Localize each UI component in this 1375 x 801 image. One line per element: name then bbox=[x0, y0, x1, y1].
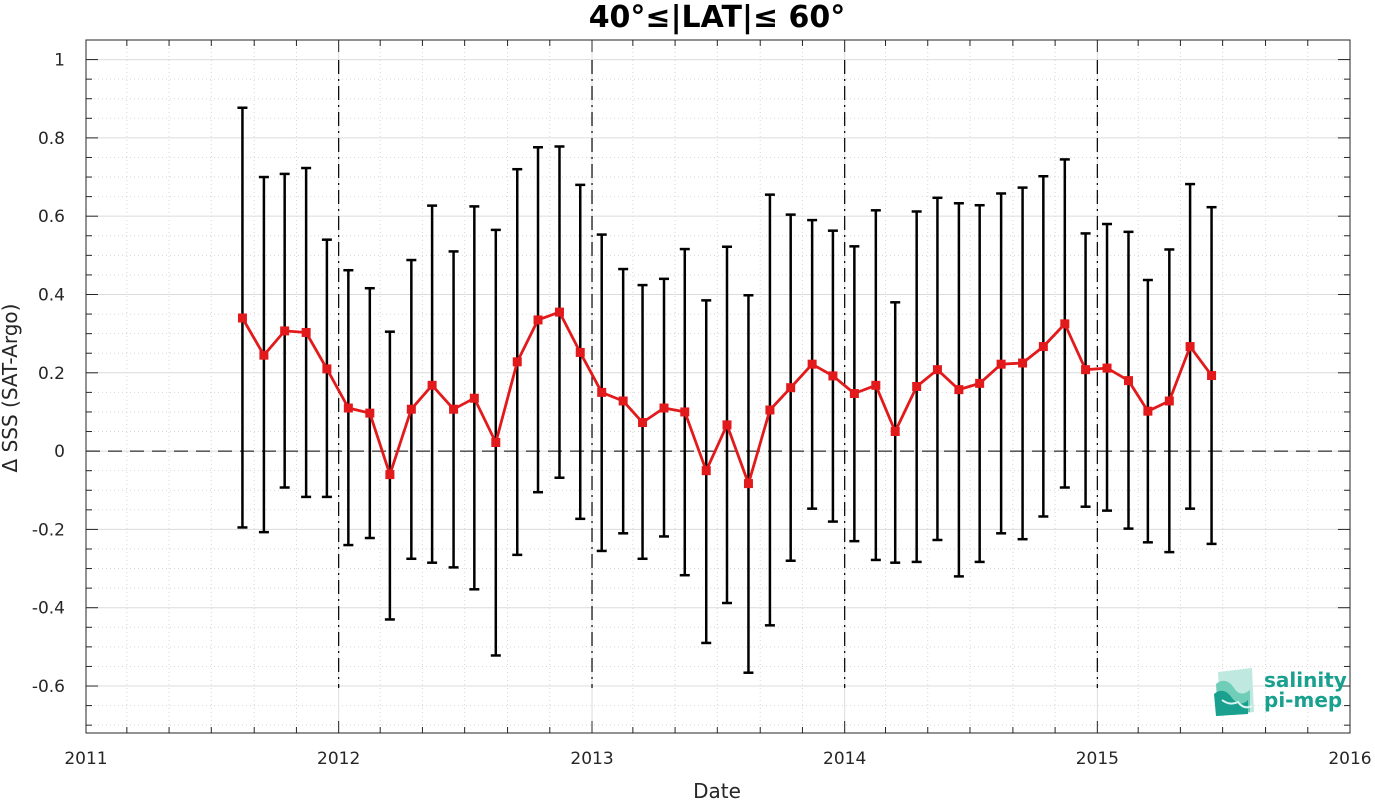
data-point-marker bbox=[406, 404, 416, 414]
y-tick-label: 1 bbox=[54, 51, 65, 71]
data-point-marker bbox=[280, 326, 290, 336]
data-point-marker bbox=[722, 420, 732, 430]
data-point-marker bbox=[512, 357, 522, 367]
data-point-marker bbox=[912, 382, 922, 391]
y-tick-labels: 1 0.8 0.6 0.4 0.2 0 -0.2 -0.4 -0.6 bbox=[32, 51, 65, 697]
y-tick-label: 0.6 bbox=[38, 207, 65, 227]
series-markers bbox=[237, 307, 1217, 489]
salinity-pimep-logo: salinity pi-mep bbox=[1214, 668, 1347, 716]
data-point-marker bbox=[427, 380, 437, 390]
minor-grid bbox=[86, 39, 1350, 733]
data-point-marker bbox=[1018, 358, 1028, 368]
data-point-marker bbox=[765, 405, 775, 415]
data-point-marker bbox=[849, 389, 859, 399]
data-point-marker bbox=[1123, 376, 1133, 386]
data-point-marker bbox=[1102, 363, 1112, 373]
x-tick-label: 2016 bbox=[1328, 749, 1371, 769]
data-point-marker bbox=[343, 403, 353, 413]
y-tick-label: 0.2 bbox=[38, 364, 65, 384]
data-point-marker bbox=[1081, 365, 1091, 375]
data-point-marker bbox=[828, 371, 838, 381]
y-tick-label: 0.8 bbox=[38, 129, 65, 149]
data-point-marker bbox=[1060, 319, 1070, 329]
data-point-marker bbox=[1207, 371, 1217, 381]
data-point-marker bbox=[701, 466, 711, 476]
data-point-marker bbox=[1185, 342, 1195, 352]
data-point-marker bbox=[890, 427, 900, 437]
y-tick-label: -0.6 bbox=[32, 677, 65, 697]
data-point-marker bbox=[491, 437, 501, 447]
data-point-marker bbox=[1143, 406, 1153, 416]
logo-text-salinity: salinity bbox=[1264, 668, 1347, 692]
data-point-marker bbox=[597, 387, 607, 397]
data-point-marker bbox=[259, 350, 269, 360]
data-point-marker bbox=[975, 378, 985, 388]
data-point-marker bbox=[996, 359, 1006, 369]
data-point-marker bbox=[322, 364, 332, 374]
axes-frame bbox=[85, 39, 1351, 734]
data-point-marker bbox=[680, 407, 690, 417]
logo-wave-icon bbox=[1214, 668, 1254, 716]
x-tick-label: 2011 bbox=[64, 749, 107, 769]
chart-title: 40°≤|LAT|≤ 60° bbox=[589, 0, 846, 35]
y-axis-title: Δ SSS (SAT-Argo) bbox=[0, 304, 22, 473]
data-point-marker bbox=[469, 393, 479, 403]
x-tick-labels: 2011 2012 2013 2014 2015 2016 bbox=[64, 749, 1371, 769]
x-tick-label: 2012 bbox=[317, 749, 360, 769]
axis-ticks bbox=[85, 39, 1351, 733]
y-tick-label: 0 bbox=[54, 442, 65, 462]
data-point-marker bbox=[871, 380, 881, 390]
x-tick-label: 2015 bbox=[1076, 749, 1119, 769]
data-point-marker bbox=[301, 327, 311, 337]
y-tick-label: -0.4 bbox=[32, 599, 65, 619]
x-tick-label: 2013 bbox=[570, 749, 613, 769]
data-point-marker bbox=[1038, 342, 1048, 352]
data-point-marker bbox=[365, 408, 375, 418]
x-tick-label: 2014 bbox=[823, 749, 866, 769]
y-tick-label: -0.2 bbox=[32, 520, 65, 540]
data-point-marker bbox=[618, 396, 628, 406]
data-point-marker bbox=[554, 307, 564, 317]
logo-text-pimep: pi-mep bbox=[1264, 688, 1342, 712]
data-point-marker bbox=[1164, 396, 1174, 406]
y-tick-label: 0.4 bbox=[38, 285, 65, 305]
data-point-marker bbox=[743, 479, 753, 489]
data-point-marker bbox=[786, 383, 796, 393]
data-point-marker bbox=[533, 315, 543, 325]
data-point-marker bbox=[659, 403, 669, 413]
plot-area-frame bbox=[85, 39, 1351, 734]
data-point-marker bbox=[954, 385, 964, 395]
data-point-marker bbox=[807, 359, 817, 369]
data-point-marker bbox=[638, 418, 648, 428]
data-point-marker bbox=[932, 365, 942, 375]
data-point-marker bbox=[449, 404, 459, 414]
data-point-marker bbox=[575, 347, 585, 357]
x-axis-title: Date bbox=[693, 779, 741, 801]
data-point-marker bbox=[385, 470, 395, 480]
data-point-marker bbox=[237, 313, 247, 323]
